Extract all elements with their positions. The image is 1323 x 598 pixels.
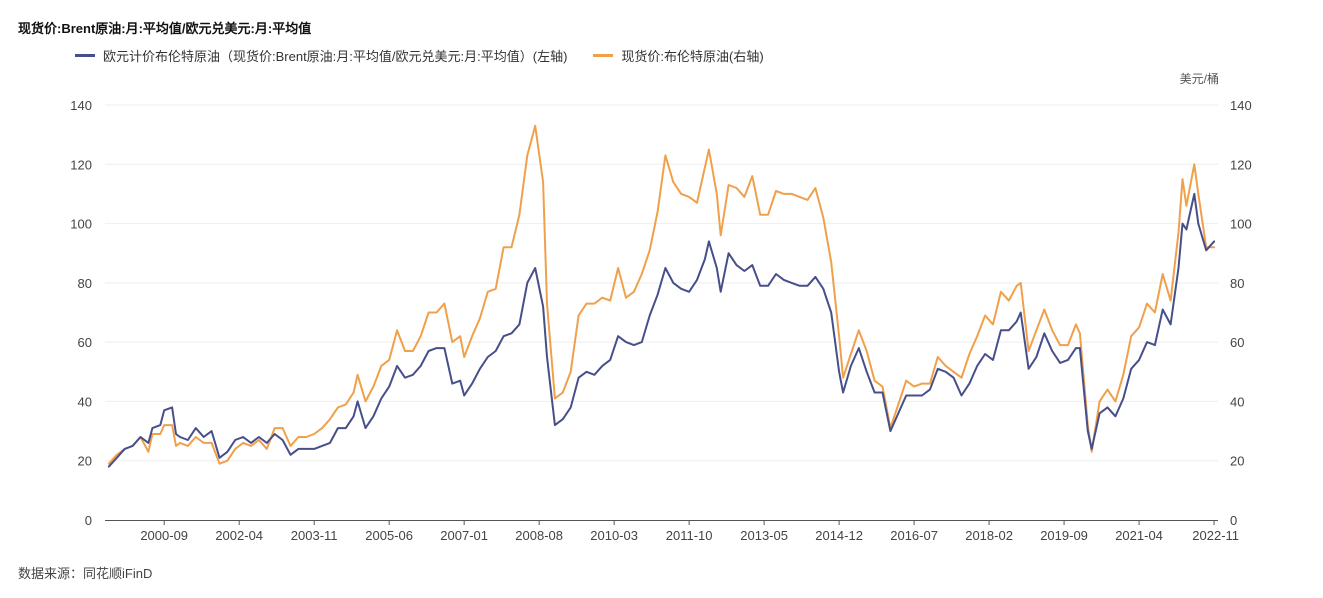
x-tick-label: 2003-11 [291, 528, 338, 543]
x-tick-label: 2013-05 [740, 528, 788, 543]
left-tick-label: 120 [70, 157, 92, 172]
x-tick-label: 2000-09 [140, 528, 188, 543]
left-tick-label: 20 [78, 454, 92, 469]
x-tick-label: 2016-07 [890, 528, 938, 543]
x-tick-label: 2021-04 [1115, 528, 1163, 543]
series-line-brent-usd [107, 124, 1216, 465]
legend-swatch-series2 [593, 54, 614, 57]
legend-item-series1[interactable]: 欧元计价布伦特原油（现货价:Brent原油:月:平均值/欧元兑美元:月:平均值）… [75, 46, 567, 65]
x-tick-label: 2014-12 [815, 528, 863, 543]
right-axis: 0 20 40 60 80 100 120 140 [1230, 98, 1252, 528]
chart-legend: 欧元计价布伦特原油（现货价:Brent原油:月:平均值/欧元兑美元:月:平均值）… [75, 46, 764, 65]
x-tick-label: 2018-02 [965, 528, 1013, 543]
x-tick-label: 2007-01 [440, 528, 488, 543]
right-axis-unit: 美元/桶 [1179, 72, 1219, 86]
right-tick-label: 140 [1230, 98, 1252, 113]
legend-item-series2[interactable]: 现货价:布伦特原油(右轴) [593, 46, 764, 65]
x-tick-label: 2010-03 [590, 528, 638, 543]
x-tick-label: 2022-11 [1192, 528, 1239, 543]
left-tick-label: 40 [78, 394, 92, 409]
chart-title: 现货价:Brent原油:月:平均值/欧元兑美元:月:平均值 [18, 21, 312, 36]
legend-label-series1: 欧元计价布伦特原油（现货价:Brent原油:月:平均值/欧元兑美元:月:平均值）… [103, 49, 568, 64]
x-tick-label: 2008-08 [515, 528, 563, 543]
series-lines [107, 124, 1216, 468]
left-tick-label: 100 [70, 217, 92, 232]
right-tick-label: 120 [1230, 157, 1252, 172]
right-tick-label: 0 [1230, 513, 1237, 528]
legend-label-series2: 现货价:布伦特原油(右轴) [621, 49, 764, 64]
legend-swatch-series1 [75, 54, 95, 57]
x-axis: 2000-09 2002-04 2003-11 2005-06 2007-01 2008-… [105, 520, 1239, 543]
data-source: 数据来源：同花顺iFinD [18, 566, 153, 581]
left-tick-label: 140 [70, 98, 92, 113]
left-tick-label: 0 [85, 513, 92, 528]
right-tick-label: 40 [1230, 394, 1244, 409]
series-line-brent-eur [107, 192, 1216, 468]
x-tick-label: 2002-04 [215, 528, 263, 543]
left-axis: 0 20 40 60 80 100 120 140 [70, 98, 92, 528]
left-tick-label: 80 [78, 276, 92, 291]
x-tick-label: 2005-06 [365, 528, 413, 543]
right-tick-label: 100 [1230, 217, 1252, 232]
right-tick-label: 20 [1230, 454, 1244, 469]
right-tick-label: 60 [1230, 335, 1244, 350]
x-tick-label: 2011-10 [666, 528, 713, 543]
right-tick-label: 80 [1230, 276, 1244, 291]
x-tick-label: 2019-09 [1040, 528, 1088, 543]
left-tick-label: 60 [78, 335, 92, 350]
